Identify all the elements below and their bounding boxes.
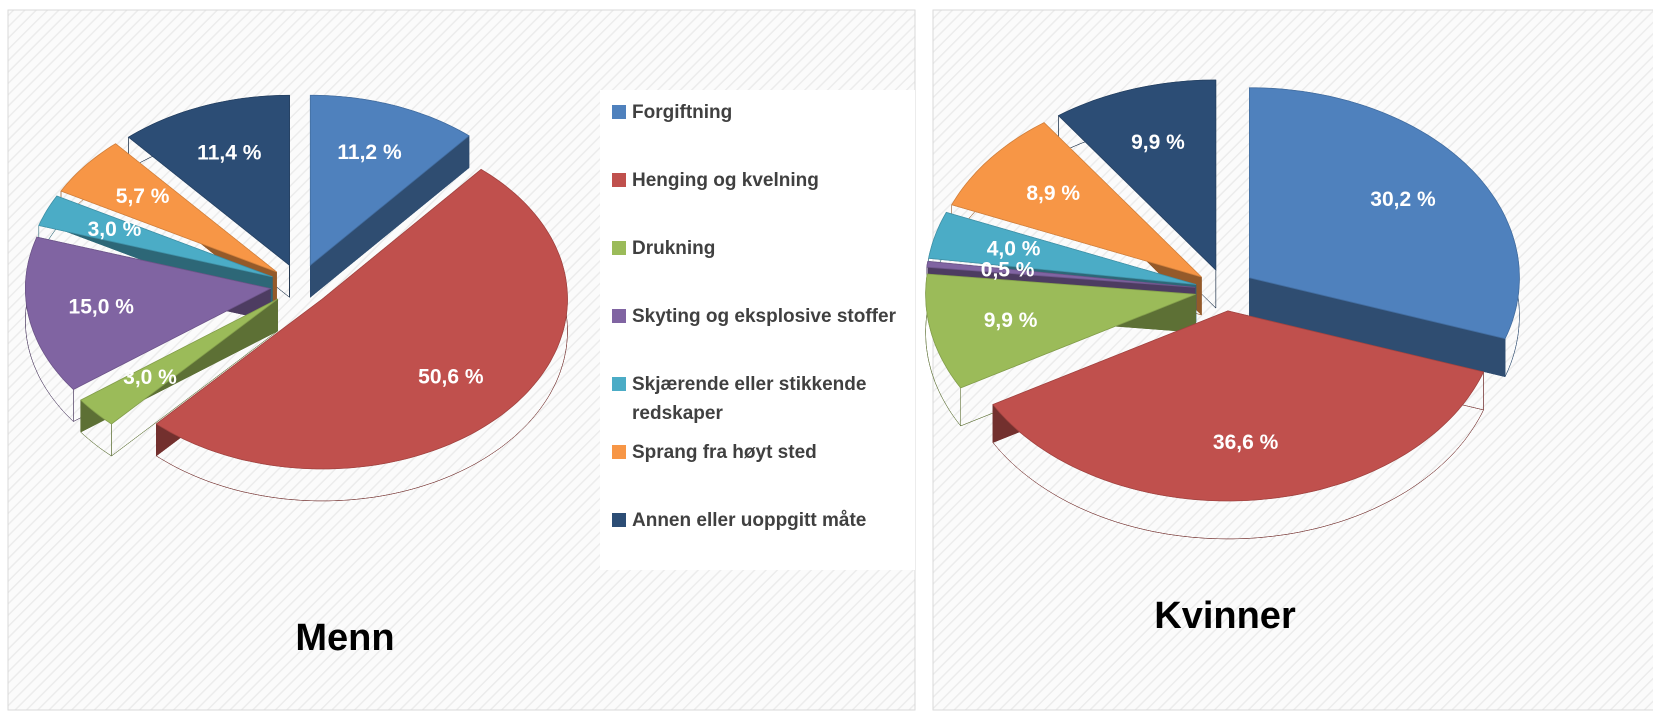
legend-label: Annen eller uoppgitt måte xyxy=(632,510,867,531)
data-label: 11,2 % xyxy=(337,141,402,164)
data-label: 11,4 % xyxy=(197,141,262,164)
data-label: 0,5 % xyxy=(981,259,1035,282)
slice xyxy=(925,273,1196,389)
slice xyxy=(926,260,1196,288)
slice xyxy=(25,236,272,390)
data-label: 3,0 % xyxy=(88,218,142,241)
legend-swatch xyxy=(612,309,626,323)
slice xyxy=(38,195,273,278)
legend-item: Annen eller uoppgitt måte xyxy=(612,506,932,535)
slice xyxy=(80,298,278,425)
legend-label: Forgiftning xyxy=(632,102,733,123)
data-label: 30,2 % xyxy=(1370,188,1436,211)
legend-label: Sprang fra høyt sted xyxy=(632,442,817,463)
data-label: 50,6 % xyxy=(418,365,484,388)
data-label: 15,0 % xyxy=(69,296,135,319)
legend-item: Henging og kvelning xyxy=(612,166,932,195)
slice xyxy=(928,211,1197,285)
legend-swatch xyxy=(612,445,626,459)
slice xyxy=(992,310,1485,502)
legend-item: Skyting og eksplosive stoffer xyxy=(612,302,932,331)
slice xyxy=(60,143,277,273)
legend-label: Skjærende eller stikkende redskaper xyxy=(632,374,867,424)
legend-swatch xyxy=(612,513,626,527)
data-label: 4,0 % xyxy=(987,237,1041,260)
legend-item: Drukning xyxy=(612,234,932,263)
slice xyxy=(1057,79,1217,271)
legend-label: Henging og kvelning xyxy=(632,170,819,191)
data-label: 36,6 % xyxy=(1213,431,1279,454)
slice-side xyxy=(80,298,278,457)
data-label: 9,9 % xyxy=(1131,131,1185,154)
chart-title: Kvinner xyxy=(1154,595,1296,637)
legend-item: Sprang fra høyt sted xyxy=(612,438,932,467)
legend-label: Drukning xyxy=(632,238,716,259)
data-label: 5,7 % xyxy=(116,185,170,208)
legend-item: Forgiftning xyxy=(612,98,932,127)
legend-swatch xyxy=(612,241,626,255)
slice xyxy=(951,122,1202,278)
slice xyxy=(155,168,568,470)
slice xyxy=(1249,87,1520,340)
data-label: 3,0 % xyxy=(123,366,177,389)
legend-item: Skjærende eller stikkende redskaper xyxy=(612,370,932,428)
chart-title: Menn xyxy=(295,617,394,659)
legend-swatch xyxy=(612,105,626,119)
slice xyxy=(127,94,290,267)
legend-swatch xyxy=(612,377,626,391)
data-label: 8,9 % xyxy=(1026,182,1080,205)
legend: Forgiftning Henging og kvelning Drukning Sk… xyxy=(600,90,915,570)
legend-label: Skyting og eksplosive stoffer xyxy=(632,306,896,327)
slice xyxy=(309,94,470,267)
data-label: 9,9 % xyxy=(984,309,1038,332)
legend-swatch xyxy=(612,173,626,187)
